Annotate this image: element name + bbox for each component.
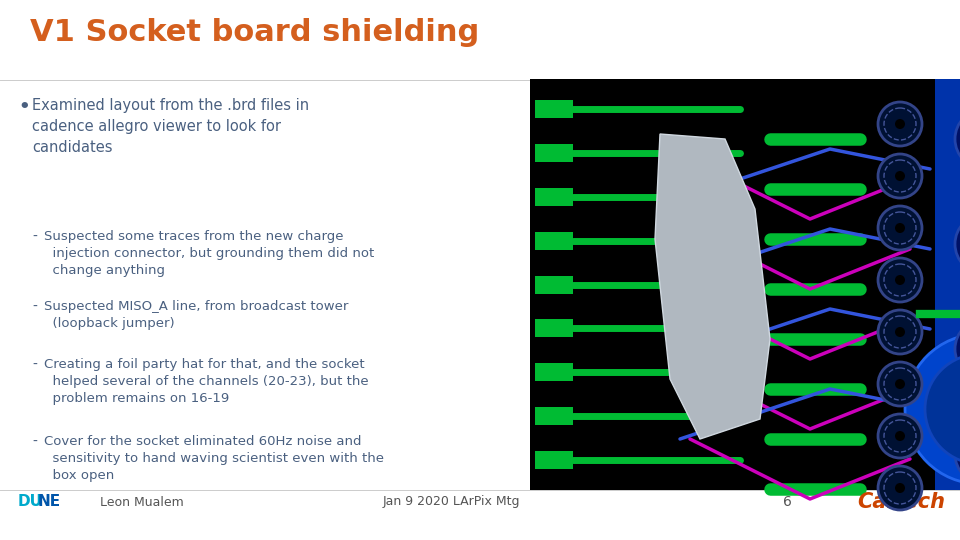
Text: Examined layout from the .brd files in
cadence allegro viewer to look for
candid: Examined layout from the .brd files in c…: [32, 98, 309, 155]
Text: NE: NE: [38, 495, 61, 510]
Circle shape: [895, 379, 905, 389]
Bar: [535, 363, 573, 381]
Circle shape: [878, 414, 922, 458]
Text: 6: 6: [782, 495, 792, 509]
Text: -: -: [32, 358, 36, 372]
Circle shape: [895, 483, 905, 493]
Text: •: •: [18, 98, 30, 116]
Bar: [535, 319, 573, 338]
Circle shape: [955, 214, 960, 274]
Bar: [535, 188, 573, 206]
Polygon shape: [655, 134, 770, 439]
Circle shape: [895, 171, 905, 181]
Circle shape: [955, 109, 960, 169]
Circle shape: [925, 354, 960, 464]
Circle shape: [895, 119, 905, 129]
Text: Cover for the socket eliminated 60Hz noise and
  sensitivity to hand waving scie: Cover for the socket eliminated 60Hz noi…: [44, 435, 384, 482]
Circle shape: [878, 206, 922, 250]
Circle shape: [895, 223, 905, 233]
Text: Suspected MISO_A line, from broadcast tower
  (loopback jumper): Suspected MISO_A line, from broadcast to…: [44, 300, 348, 330]
Bar: [535, 451, 573, 469]
Circle shape: [878, 258, 922, 302]
Circle shape: [878, 362, 922, 406]
Circle shape: [955, 319, 960, 379]
Text: V1 Socket board shielding: V1 Socket board shielding: [30, 18, 479, 47]
Bar: [935, 79, 960, 490]
Circle shape: [895, 275, 905, 285]
Text: Creating a foil party hat for that, and the socket
  helped several of the chann: Creating a foil party hat for that, and …: [44, 358, 369, 405]
Circle shape: [878, 154, 922, 198]
Bar: [535, 100, 573, 118]
Text: Suspected some traces from the new charge
  injection connector, but grounding t: Suspected some traces from the new charg…: [44, 230, 374, 277]
Bar: [535, 144, 573, 162]
Text: DU: DU: [18, 495, 43, 510]
Text: Caltech: Caltech: [857, 492, 945, 512]
Circle shape: [955, 424, 960, 484]
Circle shape: [905, 334, 960, 484]
Bar: [535, 232, 573, 249]
Bar: [530, 79, 960, 490]
Text: -: -: [32, 435, 36, 449]
Circle shape: [895, 327, 905, 337]
Text: -: -: [32, 300, 36, 314]
Text: -: -: [32, 230, 36, 244]
Circle shape: [878, 102, 922, 146]
Bar: [535, 407, 573, 425]
Bar: [535, 275, 573, 294]
Text: Leon Mualem: Leon Mualem: [100, 496, 183, 509]
Circle shape: [895, 431, 905, 441]
Circle shape: [878, 310, 922, 354]
Text: Jan 9 2020 LArPix Mtg: Jan 9 2020 LArPix Mtg: [382, 496, 520, 509]
Circle shape: [878, 466, 922, 510]
